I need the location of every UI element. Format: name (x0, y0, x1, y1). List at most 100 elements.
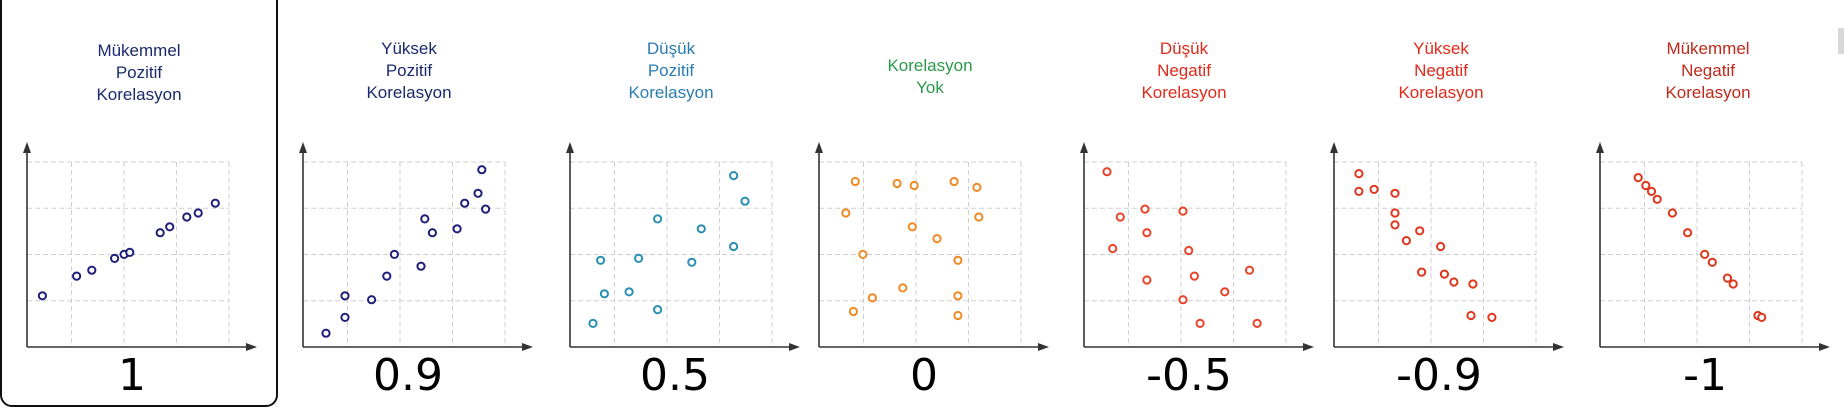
grid (1334, 161, 1537, 347)
correlation-coefficient: -0.9 (1396, 350, 1482, 401)
data-point (1646, 186, 1657, 196)
data-point (340, 312, 350, 322)
data-point (452, 224, 462, 234)
data-point (1142, 275, 1152, 285)
data-point (1633, 173, 1643, 183)
x-axis-arrow (1553, 343, 1564, 351)
data-point (1707, 257, 1717, 267)
data-point (1436, 241, 1446, 252)
chart-title: Yüksek Negatif Korelasyon (1310, 38, 1572, 104)
scatter-plot (1080, 142, 1314, 351)
data-point (477, 165, 487, 175)
data-point (340, 291, 350, 301)
data-point (416, 261, 426, 271)
data-point (1195, 318, 1205, 328)
chart-title-line: Negatif (1157, 61, 1211, 80)
data-point (460, 198, 470, 208)
data-point (1184, 245, 1194, 256)
data-point (1252, 318, 1262, 328)
data-point (155, 228, 165, 238)
data-point (898, 283, 908, 293)
data-point (841, 208, 851, 218)
scatter-plot (566, 142, 800, 351)
data-point (1722, 273, 1733, 283)
scatter-plot (23, 142, 257, 351)
correlation-coefficient: 0.9 (373, 350, 443, 401)
data-point (1757, 312, 1767, 322)
x-axis-arrow (789, 343, 800, 351)
data-point (473, 188, 483, 198)
data-point (37, 291, 48, 301)
data-point (953, 310, 963, 321)
chart-panel-5: Düşük Negatif Korelasyon -0.5 (1058, 0, 1314, 407)
data-point (1140, 204, 1150, 214)
data-point (1652, 194, 1662, 204)
data-point (165, 222, 175, 232)
chart-title-line: Yüksek (1413, 39, 1469, 58)
data-point (740, 196, 750, 206)
data-point (1667, 208, 1678, 218)
data-point (193, 208, 203, 218)
data-point (729, 241, 739, 252)
chart-title-line: Pozitif (115, 63, 163, 82)
chart-panel-7: Mükemmel Negatif Korelasyon -1 (1572, 0, 1844, 407)
data-point (848, 306, 859, 317)
edge-mark (1838, 28, 1844, 54)
data-point (1700, 249, 1710, 259)
data-point (953, 291, 963, 301)
chart-title-line: Mükemmel (97, 41, 181, 60)
data-point (599, 289, 610, 299)
data-point (1354, 186, 1364, 196)
data-point (1415, 226, 1425, 236)
chart-title-line: Korelasyon (1141, 83, 1227, 102)
data-point (87, 265, 97, 275)
data-point (1354, 169, 1364, 179)
x-axis-arrow (246, 343, 257, 351)
chart-title: Korelasyon Yok (802, 55, 1058, 99)
data-point (389, 249, 400, 259)
data-point (1108, 243, 1118, 254)
data-point (1390, 220, 1400, 230)
scatter-plot (1330, 142, 1564, 351)
data-point (1178, 206, 1188, 216)
correlation-coefficient: 1 (118, 350, 146, 401)
data-point (892, 178, 902, 189)
chart-panel-1: Mükemmel Pozitif Korelasyon 1 (0, 0, 278, 407)
y-axis-arrow (1596, 142, 1604, 153)
grid (819, 161, 1022, 347)
chart-title-line: Yok (916, 78, 944, 97)
data-point (634, 253, 644, 263)
data-point (110, 253, 120, 263)
data-point (1142, 228, 1152, 238)
data-point (729, 171, 739, 181)
data-point (596, 255, 606, 265)
correlation-coefficient: 0 (910, 350, 938, 401)
data-point (1369, 184, 1379, 194)
x-axis-arrow (1303, 343, 1314, 351)
correlation-coefficient: 0.5 (640, 350, 710, 401)
chart-panel-6: Yüksek Negatif Korelasyon -0.9 (1310, 0, 1572, 407)
correlation-coefficient: -1 (1683, 350, 1727, 401)
chart-title-line: Korelasyon (366, 83, 452, 102)
data-point (1728, 279, 1738, 289)
data-point (72, 271, 82, 281)
data-point (687, 257, 697, 267)
chart-title-line: Korelasyon (1665, 83, 1751, 102)
y-axis-arrow (1330, 142, 1338, 153)
chart-title-line: Mükemmel (1666, 39, 1750, 58)
data-point (867, 293, 878, 303)
scatter-plot (1596, 142, 1830, 351)
chart-title-line: Korelasyon (1398, 83, 1484, 102)
grid (303, 161, 506, 347)
data-point (481, 204, 491, 214)
data-point (932, 234, 942, 244)
data-point (1189, 271, 1199, 281)
data-point (1220, 287, 1230, 297)
grid (570, 161, 773, 347)
data-point (1487, 312, 1497, 322)
data-point (653, 214, 663, 224)
data-point (850, 176, 860, 187)
x-axis-arrow (522, 343, 533, 351)
data-point (1401, 236, 1412, 246)
